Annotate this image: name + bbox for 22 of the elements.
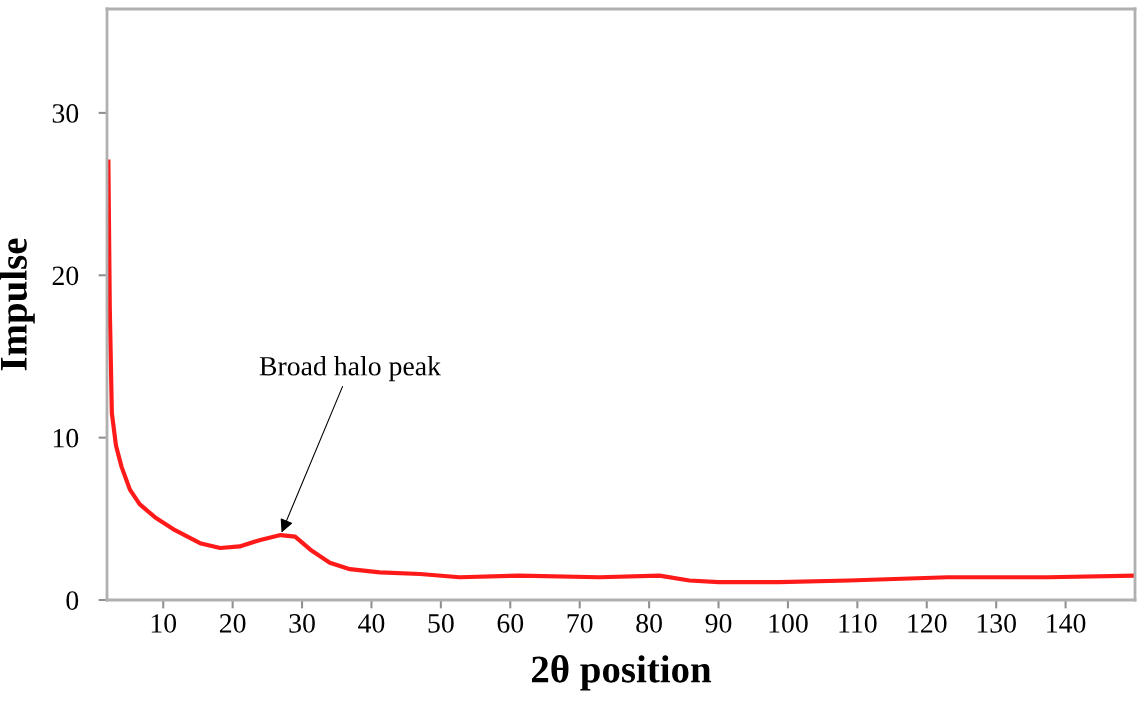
y-tick-label: 0 (66, 591, 79, 610)
x-tick-label: 80 (636, 614, 662, 633)
x-tick-label: 110 (839, 614, 877, 633)
x-tick-label: 70 (567, 614, 593, 633)
x-tick-label: 30 (289, 614, 315, 633)
x-tick-label: 100 (769, 614, 808, 633)
x-tick-label: 120 (908, 614, 947, 633)
line-series (107, 159, 1135, 585)
x-tick-label: 10 (151, 614, 177, 633)
y-tick-label: 20 (52, 266, 79, 286)
x-tick-label: 50 (428, 614, 454, 633)
x-tick-label: 130 (977, 614, 1016, 633)
x-axis-title: 2θ position (531, 655, 712, 691)
y-tick-label: 30 (52, 104, 79, 123)
x-tick-label: 60 (497, 614, 524, 633)
y-axis-title: Impulse (0, 238, 35, 371)
x-tick-label: 90 (705, 614, 732, 633)
x-tick-label: 40 (358, 614, 385, 633)
y-tick-label: 10 (53, 428, 79, 448)
x-tick-label: 140 (1047, 614, 1086, 633)
x-tick-label: 20 (219, 614, 246, 633)
annotation: Broad halo peak (259, 356, 441, 382)
